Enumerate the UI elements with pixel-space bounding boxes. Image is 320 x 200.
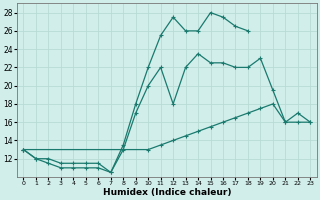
X-axis label: Humidex (Indice chaleur): Humidex (Indice chaleur) [103, 188, 231, 197]
